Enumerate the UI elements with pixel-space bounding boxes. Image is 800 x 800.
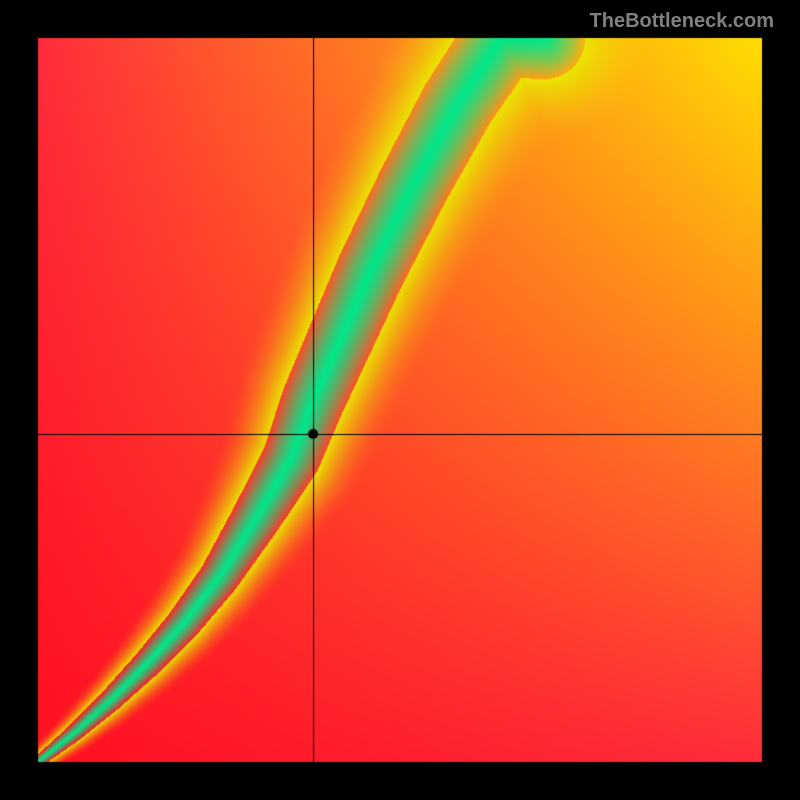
heatmap-canvas bbox=[0, 0, 800, 800]
watermark-text: TheBottleneck.com bbox=[590, 10, 774, 33]
chart-container: TheBottleneck.com bbox=[0, 0, 800, 800]
